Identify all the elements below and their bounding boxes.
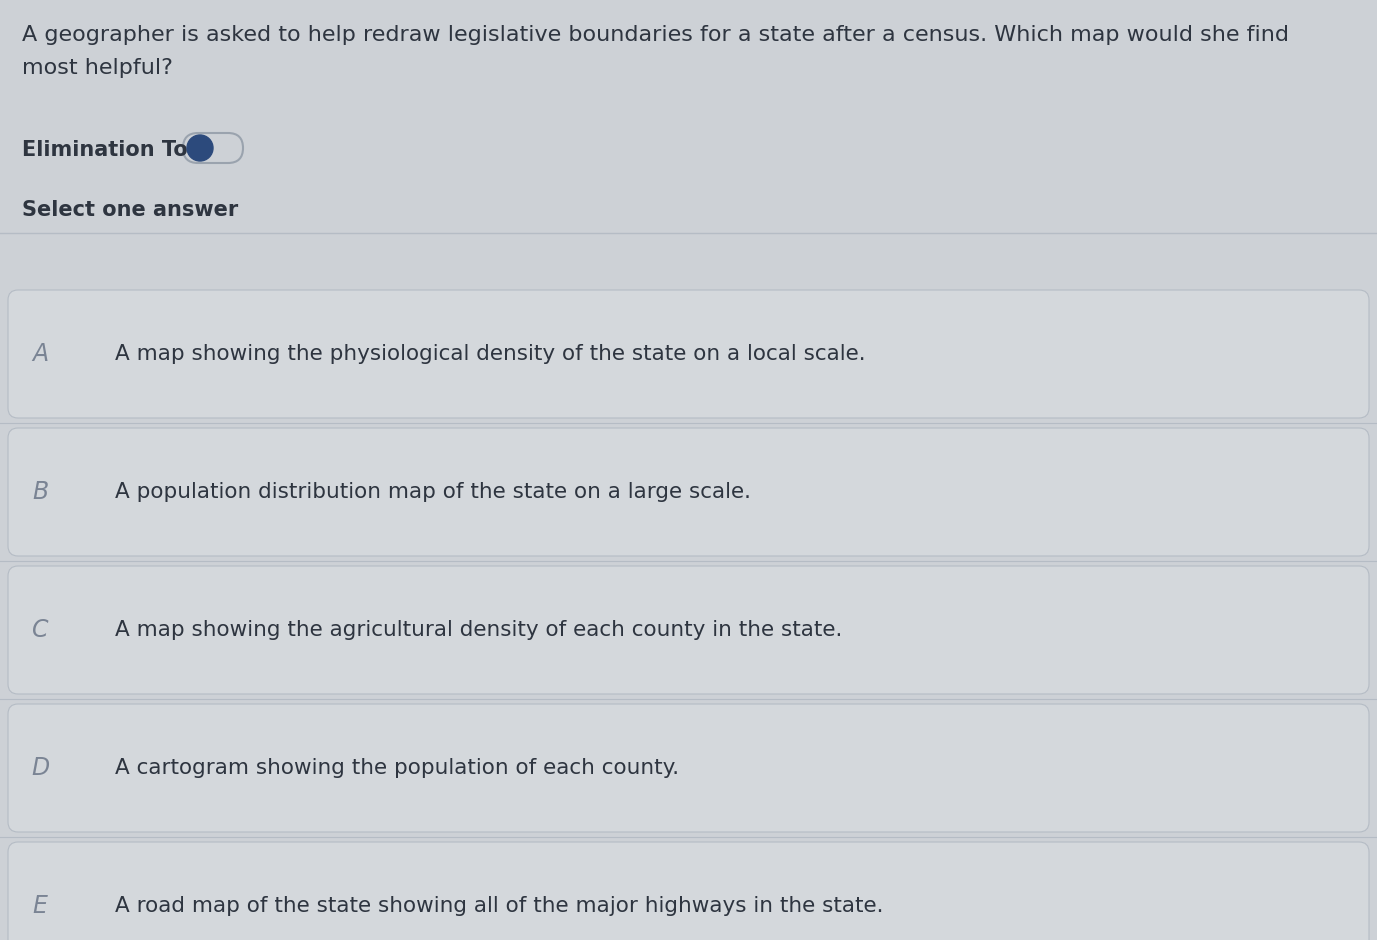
Text: D: D [30,756,50,780]
Text: A population distribution map of the state on a large scale.: A population distribution map of the sta… [116,482,750,502]
Text: A geographer is asked to help redraw legislative boundaries for a state after a : A geographer is asked to help redraw leg… [22,25,1289,45]
FancyBboxPatch shape [8,566,1369,694]
FancyBboxPatch shape [183,133,242,163]
FancyBboxPatch shape [8,704,1369,832]
Text: B: B [32,480,48,504]
Text: A map showing the physiological density of the state on a local scale.: A map showing the physiological density … [116,344,866,364]
FancyBboxPatch shape [8,290,1369,418]
Circle shape [187,135,213,161]
Text: C: C [32,618,48,642]
FancyBboxPatch shape [8,842,1369,940]
Text: A: A [32,342,48,366]
Text: A map showing the agricultural density of each county in the state.: A map showing the agricultural density o… [116,620,843,640]
Text: Elimination Tool: Elimination Tool [22,140,209,160]
Text: most helpful?: most helpful? [22,58,174,78]
Text: A road map of the state showing all of the major highways in the state.: A road map of the state showing all of t… [116,896,884,916]
Text: A cartogram showing the population of each county.: A cartogram showing the population of ea… [116,758,679,778]
FancyBboxPatch shape [8,428,1369,556]
Text: E: E [33,894,47,918]
Text: Select one answer: Select one answer [22,200,238,220]
